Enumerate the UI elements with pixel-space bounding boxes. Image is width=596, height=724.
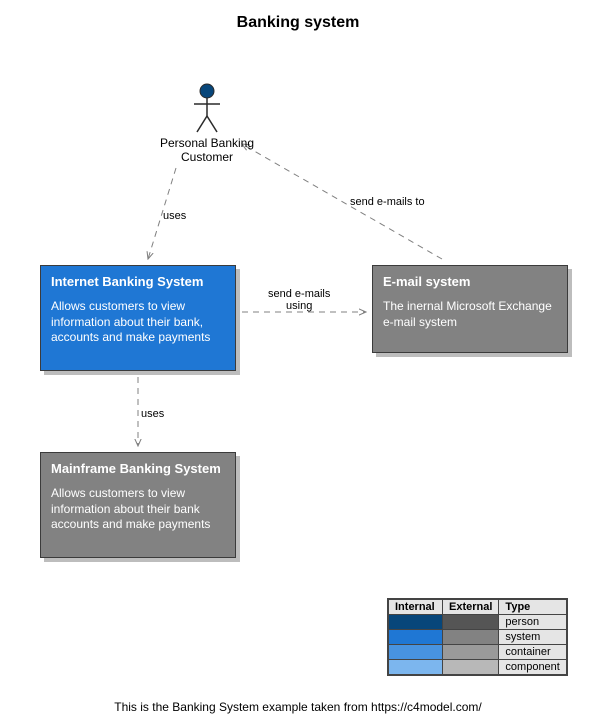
legend-row: person (389, 615, 567, 630)
box-title: Mainframe Banking System (51, 461, 225, 476)
legend-swatch-external (443, 630, 499, 645)
legend-type: component (499, 660, 566, 675)
person-icon (190, 82, 224, 134)
legend-type: container (499, 645, 566, 660)
legend-table: InternalExternalType personsystemcontain… (388, 599, 567, 675)
legend-header: Type (499, 600, 566, 615)
system-mainframe: Mainframe Banking System Allows customer… (40, 452, 236, 558)
legend-swatch-internal (389, 630, 443, 645)
diagram-title: Banking system (0, 14, 596, 32)
system-email: E-mail system The inernal Microsoft Exch… (372, 265, 568, 353)
box-title: Internet Banking System (51, 274, 225, 289)
edge-label: send e-mails to (350, 196, 425, 208)
legend-swatch-internal (389, 660, 443, 675)
edge-label: send e-mailsusing (268, 288, 330, 312)
system-internet-banking: Internet Banking System Allows customers… (40, 265, 236, 371)
actor-customer: Personal Banking Customer (142, 82, 272, 165)
legend-header: External (443, 600, 499, 615)
legend-swatch-external (443, 645, 499, 660)
box-title: E-mail system (383, 274, 557, 289)
box-desc: Allows customers to view information abo… (51, 299, 225, 346)
legend-swatch-external (443, 615, 499, 630)
legend-row: container (389, 645, 567, 660)
legend-row: system (389, 630, 567, 645)
legend-row: component (389, 660, 567, 675)
edge-label: uses (163, 210, 186, 222)
box-desc: The inernal Microsoft Exchange e-mail sy… (383, 299, 557, 330)
diagram-canvas: Banking system Personal Banking Customer… (0, 0, 596, 724)
diagram-caption: This is the Banking System example taken… (0, 700, 596, 714)
actor-label: Personal Banking Customer (142, 136, 272, 165)
edge-label: uses (141, 408, 164, 420)
legend-swatch-internal (389, 645, 443, 660)
legend-swatch-external (443, 660, 499, 675)
legend-type: system (499, 630, 566, 645)
legend-swatch-internal (389, 615, 443, 630)
box-desc: Allows customers to view information abo… (51, 486, 225, 533)
legend-header: Internal (389, 600, 443, 615)
legend: InternalExternalType personsystemcontain… (387, 598, 568, 676)
legend-type: person (499, 615, 566, 630)
